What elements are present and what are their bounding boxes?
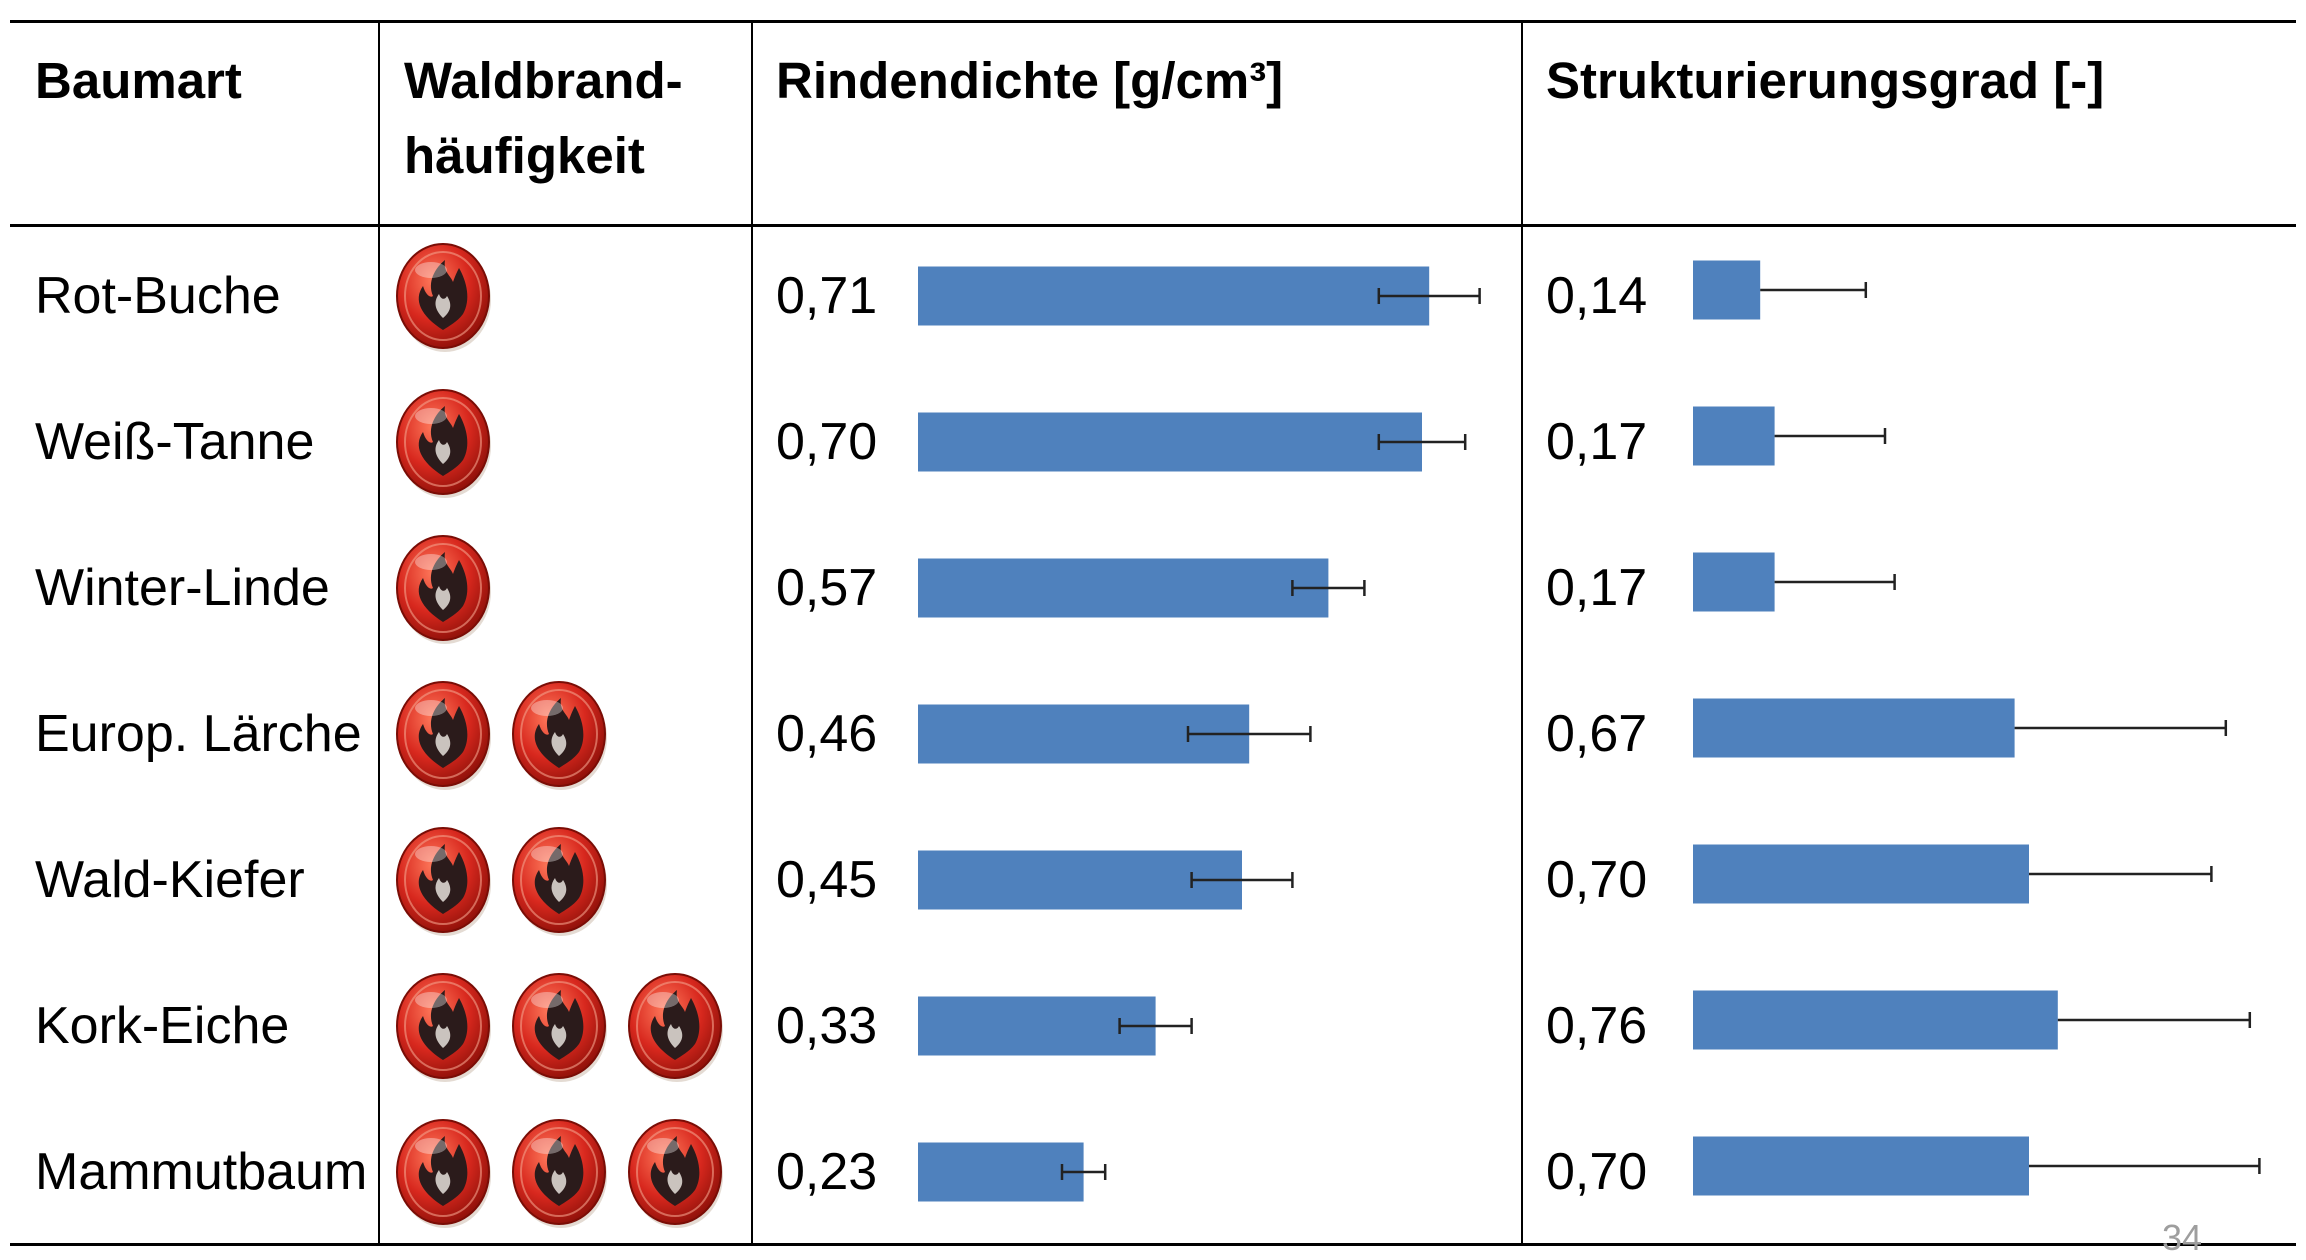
fire-icon [625, 1114, 725, 1230]
density-value: 0,23 [776, 1143, 878, 1201]
fire-icon [393, 384, 493, 500]
fire-icon [393, 238, 493, 354]
structure-value: 0,14 [1546, 267, 1648, 325]
density-bar [918, 1142, 1084, 1202]
fire-icon [509, 1114, 609, 1230]
species-name: Mammutbaum [35, 1143, 368, 1201]
bottom-rule [10, 1243, 2296, 1246]
fire-icon [509, 968, 609, 1084]
density-bar [918, 996, 1156, 1056]
structure-bar [1693, 1136, 2029, 1196]
density-bar [918, 558, 1329, 618]
density-value: 0,57 [776, 559, 878, 617]
structure-bar [1693, 552, 1775, 612]
density-bar [918, 850, 1242, 910]
column-divider [378, 20, 380, 1246]
structure-value: 0,67 [1546, 705, 1648, 763]
header-rule [10, 224, 2296, 227]
page-number: 34 [2162, 1217, 2203, 1258]
fire-icon [509, 822, 609, 938]
column-divider [751, 20, 753, 1246]
structure-bar [1693, 990, 2058, 1050]
species-name: Rot-Buche [35, 267, 281, 325]
fire-icon [625, 968, 725, 1084]
structure-value: 0,70 [1546, 1143, 1648, 1201]
species-name: Weiß-Tanne [35, 413, 315, 471]
density-value: 0,71 [776, 267, 878, 325]
structure-bar [1693, 698, 2015, 758]
density-bar [918, 412, 1422, 472]
structure-bar [1693, 406, 1775, 466]
fire-icon [393, 1114, 493, 1230]
structure-value: 0,17 [1546, 413, 1648, 471]
structure-bar [1693, 844, 2029, 904]
fire-icon [393, 968, 493, 1084]
structure-value: 0,17 [1546, 559, 1648, 617]
density-value: 0,46 [776, 705, 878, 763]
species-name: Europ. Lärche [35, 705, 362, 763]
fire-icon [509, 676, 609, 792]
header-fire-frequency-line1: Waldbrand- [404, 52, 683, 109]
structure-value: 0,76 [1546, 997, 1648, 1055]
density-value: 0,33 [776, 997, 878, 1055]
header-species: Baumart [35, 52, 242, 109]
top-rule [10, 20, 2296, 23]
fire-icon [393, 530, 493, 646]
column-divider [1521, 20, 1523, 1246]
density-value: 0,70 [776, 413, 878, 471]
species-name: Wald-Kiefer [35, 851, 305, 909]
header-bark-density: Rindendichte [g/cm³] [776, 52, 1284, 109]
species-name: Kork-Eiche [35, 997, 290, 1055]
fire-icon [393, 822, 493, 938]
structure-value: 0,70 [1546, 851, 1648, 909]
density-bar [918, 266, 1430, 326]
fire-icon [393, 676, 493, 792]
header-fire-frequency-line2: häufigkeit [404, 127, 645, 184]
density-value: 0,45 [776, 851, 878, 909]
structure-bar [1693, 260, 1761, 320]
header-structure-degree: Strukturierungsgrad [-] [1546, 52, 2105, 109]
species-name: Winter-Linde [35, 559, 330, 617]
